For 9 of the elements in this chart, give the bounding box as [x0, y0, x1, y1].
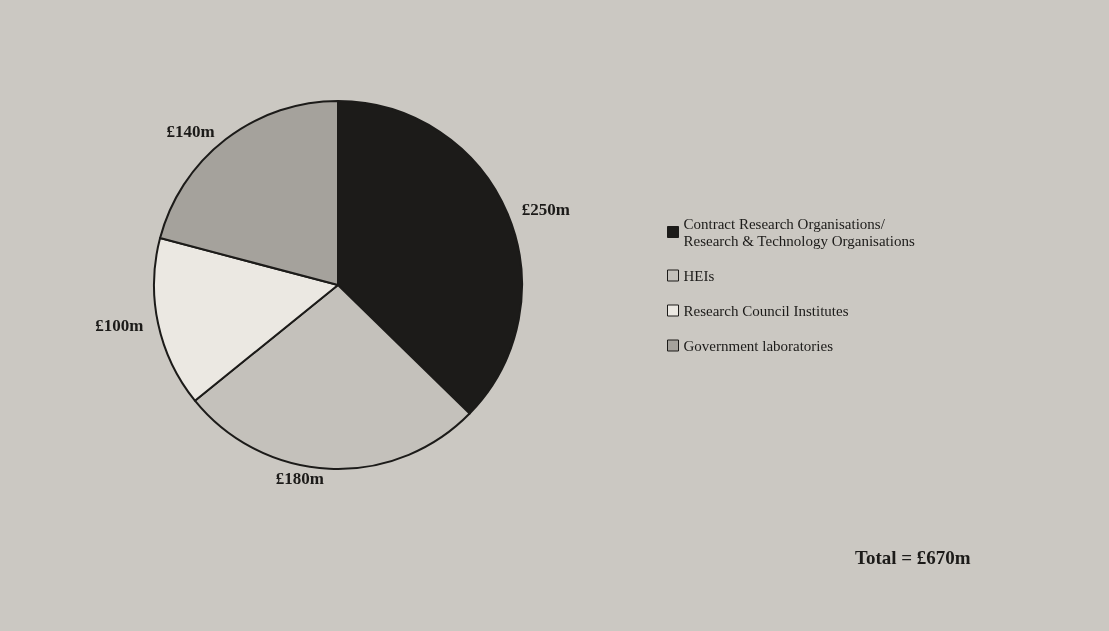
legend-label: Contract Research Organisations/ Research & Technology Organisations	[683, 215, 915, 249]
data-label: £250m	[521, 200, 570, 220]
legend-label: HEIs	[683, 267, 715, 284]
legend-label: Government laboratories	[683, 337, 834, 354]
data-label: £100m	[95, 316, 144, 336]
text: Total = £670m	[855, 547, 971, 568]
data-label: £180m	[275, 469, 324, 489]
legend-label: Research Council Institutes	[683, 302, 849, 319]
data-label: £140m	[166, 121, 215, 141]
